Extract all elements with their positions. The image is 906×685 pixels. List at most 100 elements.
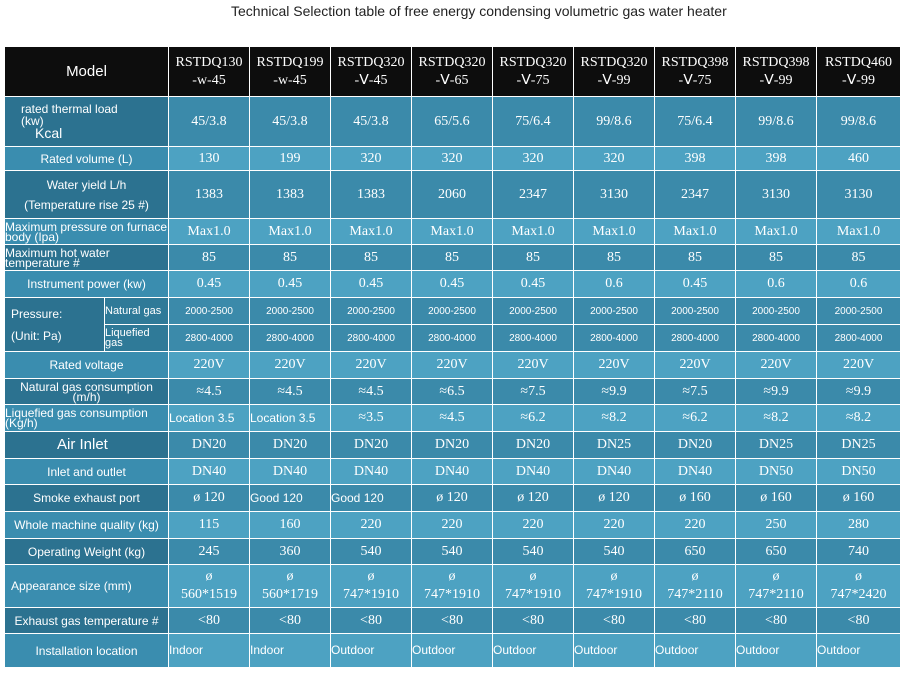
row-label: Smoke exhaust port (33, 491, 140, 505)
model-header-cell: RSTDQ320 -Ⅴ-75 (492, 46, 574, 97)
row-label: Liquefied gas consumption (Kg/h) (5, 406, 148, 430)
table-cell: 2347 (654, 170, 736, 219)
table-cell: 130 (168, 146, 250, 171)
pressure-unit: (Unit: Pa) (11, 328, 62, 343)
row-label-cell: Installation location (4, 633, 169, 668)
table-cell: 740 (816, 538, 901, 565)
row-label: Maximum hot water temperature # (5, 245, 110, 270)
table-row: Whole machine quality (kg) 115 160 220 220 22… (4, 511, 901, 539)
table-cell: 220 (654, 511, 736, 539)
table-cell: Max1.0 (330, 218, 412, 245)
table-cell: 2800-4000 (573, 324, 655, 352)
table-cell: 320 (330, 146, 412, 171)
model-variant: -Ⅴ-99 (759, 72, 793, 88)
model-name: RSTDQ398 (742, 54, 810, 70)
model-name: RSTDQ320 (499, 54, 567, 70)
table-cell: DN40 (168, 458, 250, 485)
table-cell: 0.45 (330, 270, 412, 298)
table-cell: <80 (492, 607, 574, 634)
table-body: Model RSTDQ130 -w-45 RSTDQ199 -w-45 RSTDQ320… (4, 46, 901, 668)
row-label: Air Inlet (57, 436, 108, 453)
size-value: 747*1910 (505, 587, 561, 602)
size-value: 747*2420 (830, 587, 887, 602)
row-label-sub: (Temperature rise 25 #) (24, 197, 149, 212)
table-cell: Max1.0 (492, 218, 574, 245)
table-cell: Outdoor (411, 633, 493, 668)
table-cell: ø 747*1910 (492, 564, 574, 608)
table-cell: 245 (168, 538, 250, 565)
model-name: RSTDQ320 (418, 54, 486, 70)
table-cell: ≈9.9 (573, 378, 655, 405)
diameter-symbol: ø (610, 569, 618, 584)
table-cell: 0.45 (168, 270, 250, 298)
table-cell: 99/8.6 (816, 96, 901, 147)
table-cell: DN20 (330, 431, 412, 459)
table-cell: 85 (411, 244, 493, 271)
table-cell: DN25 (573, 431, 655, 459)
table-cell: DN25 (816, 431, 901, 459)
table-cell: Max1.0 (735, 218, 817, 245)
row-label-wrap: Smoke exhaust port (6, 491, 168, 505)
table-cell: 75/6.4 (654, 96, 736, 147)
table-cell: ø 120 (492, 484, 574, 512)
table-cell: 220V (492, 351, 574, 379)
row-label-wrap: Whole machine quality (kg) (6, 519, 168, 531)
model-header-cell: RSTDQ398 -Ⅴ-99 (735, 46, 817, 97)
table-cell: DN20 (168, 431, 250, 459)
table-cell: Outdoor (816, 633, 901, 668)
table-cell: 45/3.8 (168, 96, 250, 147)
table-cell: 2060 (411, 170, 493, 219)
table-cell: 320 (573, 146, 655, 171)
table-cell: <80 (249, 607, 331, 634)
table-cell: DN20 (492, 431, 574, 459)
table-cell: Indoor (168, 633, 250, 668)
table-cell: ø 560*1719 (249, 564, 331, 608)
size-value: 560*1719 (262, 587, 318, 602)
table-cell: 0.6 (816, 270, 901, 298)
table-cell: 3130 (735, 170, 817, 219)
table-cell: 220V (330, 351, 412, 379)
row-label-cell: Appearance size (mm) (4, 564, 169, 608)
table-cell: 220 (492, 511, 574, 539)
table-cell: 220V (654, 351, 736, 379)
table-cell: 220V (411, 351, 493, 379)
model-variant: -Ⅴ-65 (435, 72, 469, 88)
row-label-cell: Operating Weight (kg) (4, 538, 169, 565)
table-cell: 540 (492, 538, 574, 565)
size-value: 747*1910 (343, 587, 399, 602)
model-variant: -Ⅴ-75 (678, 72, 712, 88)
table-cell: <80 (573, 607, 655, 634)
table-cell: 2000-2500 (735, 297, 817, 325)
table-cell: 3130 (816, 170, 901, 219)
table-cell: 540 (411, 538, 493, 565)
diameter-symbol: ø (286, 569, 294, 584)
table-row: Maximum hot water temperature #85 85 85 85 8… (4, 244, 901, 271)
table-cell: 360 (249, 538, 331, 565)
table-cell: Outdoor (735, 633, 817, 668)
diameter-symbol: ø (855, 569, 862, 584)
model-name: RSTDQ320 (337, 54, 405, 70)
model-header: Model (4, 46, 169, 97)
row-label-cell: Water yield L/h (Temperature rise 25 #) (4, 170, 169, 219)
table-cell: 3130 (573, 170, 655, 219)
row-label: Rated voltage (49, 358, 124, 372)
table-cell: 75/6.4 (492, 96, 574, 147)
table-cell: DN25 (735, 431, 817, 459)
size-value: 747*1910 (586, 587, 642, 602)
diameter-symbol: ø (205, 569, 213, 584)
table-cell: ≈8.2 (735, 404, 817, 432)
row-label-kcal: Kcal (35, 125, 63, 141)
row-label-cell: Liquefied gas consumption (Kg/h) (4, 404, 169, 432)
table-cell: 2800-4000 (330, 324, 412, 352)
diameter-symbol: ø (529, 569, 537, 584)
table-row: Operating Weight (kg) 245 360 540 540 540 540 6… (4, 538, 901, 565)
table-cell: 0.6 (735, 270, 817, 298)
table-cell: 0.45 (249, 270, 331, 298)
table-cell: 2800-4000 (492, 324, 574, 352)
row-label-wrap: Instrument power (kw) (6, 278, 168, 290)
table-cell: DN40 (492, 458, 574, 485)
row-label: Installation location (35, 643, 138, 658)
model-variant: -Ⅴ-99 (597, 72, 631, 88)
table-cell: 85 (735, 244, 817, 271)
row-label-wrap: Liquefied gas consumption (Kg/h) (5, 406, 168, 430)
